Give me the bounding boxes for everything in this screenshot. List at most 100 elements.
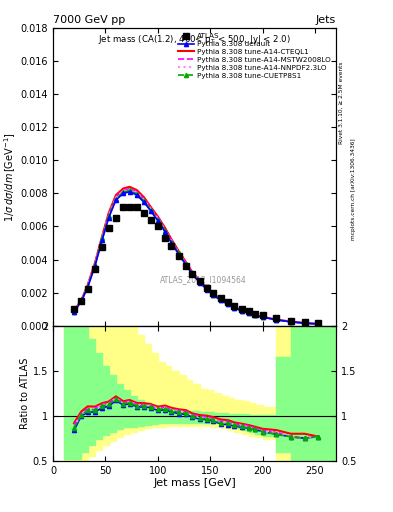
Pythia 8.308 tune-A14-MSTW2008LO bbox=[274, 316, 279, 323]
Y-axis label: Ratio to ATLAS: Ratio to ATLAS bbox=[20, 357, 30, 429]
Pythia 8.308 tune-A14-CTEQL1 bbox=[106, 210, 111, 216]
Pythia 8.308 default bbox=[197, 280, 202, 286]
ATLAS bbox=[232, 303, 237, 309]
Pythia 8.308 default bbox=[316, 321, 321, 327]
Pythia 8.308 tune-A14-CTEQL1 bbox=[127, 184, 132, 190]
Line: Pythia 8.308 tune-CUETP8S1: Pythia 8.308 tune-CUETP8S1 bbox=[72, 188, 320, 326]
Pythia 8.308 tune-A14-MSTW2008LO bbox=[114, 194, 118, 200]
Pythia 8.308 tune-CUETP8S1 bbox=[274, 317, 279, 323]
Pythia 8.308 tune-A14-CTEQL1 bbox=[260, 314, 265, 320]
Pythia 8.308 tune-A14-MSTW2008LO bbox=[148, 205, 153, 211]
Pythia 8.308 tune-CUETP8S1 bbox=[205, 286, 209, 292]
Pythia 8.308 tune-A14-CTEQL1 bbox=[85, 282, 90, 288]
Pythia 8.308 tune-A14-MSTW2008LO bbox=[316, 321, 321, 327]
Pythia 8.308 tune-A14-NNPDF2.3LO bbox=[205, 286, 209, 292]
Line: Pythia 8.308 tune-A14-NNPDF2.3LO: Pythia 8.308 tune-A14-NNPDF2.3LO bbox=[74, 189, 318, 324]
Text: 7000 GeV pp: 7000 GeV pp bbox=[53, 14, 125, 25]
Pythia 8.308 tune-A14-MSTW2008LO bbox=[72, 308, 76, 314]
Text: mcplots.cern.ch [arXiv:1306.3436]: mcplots.cern.ch [arXiv:1306.3436] bbox=[351, 139, 356, 240]
Pythia 8.308 tune-A14-NNPDF2.3LO bbox=[253, 312, 258, 318]
Pythia 8.308 tune-A14-CTEQL1 bbox=[134, 187, 139, 193]
ATLAS bbox=[316, 321, 321, 327]
Pythia 8.308 tune-A14-NNPDF2.3LO bbox=[232, 305, 237, 311]
Pythia 8.308 tune-A14-NNPDF2.3LO bbox=[211, 292, 216, 298]
Pythia 8.308 tune-CUETP8S1 bbox=[93, 262, 97, 268]
Pythia 8.308 tune-A14-CTEQL1 bbox=[219, 296, 223, 302]
Pythia 8.308 default bbox=[260, 314, 265, 320]
Pythia 8.308 tune-CUETP8S1 bbox=[302, 320, 307, 326]
Pythia 8.308 tune-A14-NNPDF2.3LO bbox=[134, 189, 139, 196]
Pythia 8.308 tune-CUETP8S1 bbox=[288, 319, 293, 325]
Pythia 8.308 tune-A14-CTEQL1 bbox=[211, 291, 216, 297]
ATLAS bbox=[100, 244, 105, 250]
ATLAS bbox=[85, 286, 90, 292]
Pythia 8.308 tune-A14-MSTW2008LO bbox=[232, 304, 237, 310]
Pythia 8.308 tune-A14-CTEQL1 bbox=[302, 320, 307, 326]
Pythia 8.308 tune-A14-MSTW2008LO bbox=[127, 185, 132, 191]
Pythia 8.308 default bbox=[176, 251, 181, 258]
Pythia 8.308 tune-A14-NNPDF2.3LO bbox=[274, 316, 279, 323]
Pythia 8.308 tune-CUETP8S1 bbox=[197, 279, 202, 285]
Pythia 8.308 tune-A14-CTEQL1 bbox=[197, 278, 202, 284]
ATLAS bbox=[211, 290, 216, 296]
Pythia 8.308 default bbox=[121, 190, 126, 197]
Pythia 8.308 tune-CUETP8S1 bbox=[247, 310, 252, 316]
Pythia 8.308 tune-CUETP8S1 bbox=[142, 198, 147, 204]
Pythia 8.308 tune-CUETP8S1 bbox=[176, 250, 181, 257]
ATLAS bbox=[134, 204, 139, 210]
Pythia 8.308 tune-A14-CTEQL1 bbox=[148, 204, 153, 210]
Pythia 8.308 tune-A14-NNPDF2.3LO bbox=[163, 227, 167, 233]
ATLAS bbox=[288, 317, 293, 324]
Pythia 8.308 tune-CUETP8S1 bbox=[169, 239, 174, 245]
Pythia 8.308 tune-A14-NNPDF2.3LO bbox=[239, 308, 244, 314]
Pythia 8.308 default bbox=[114, 197, 118, 203]
Text: Jet mass (CA(1.2), 400< p$_\mathrm{T}$ < 500, |y| < 2.0): Jet mass (CA(1.2), 400< p$_\mathrm{T}$ <… bbox=[98, 33, 291, 46]
Pythia 8.308 tune-CUETP8S1 bbox=[156, 217, 160, 223]
Pythia 8.308 tune-CUETP8S1 bbox=[163, 228, 167, 234]
Pythia 8.308 tune-CUETP8S1 bbox=[114, 196, 118, 202]
ATLAS bbox=[169, 243, 174, 249]
Pythia 8.308 tune-CUETP8S1 bbox=[260, 314, 265, 320]
Pythia 8.308 tune-A14-CTEQL1 bbox=[274, 316, 279, 323]
Pythia 8.308 tune-A14-NNPDF2.3LO bbox=[176, 250, 181, 256]
Text: ATLAS_2012_I1094564: ATLAS_2012_I1094564 bbox=[160, 275, 246, 284]
Pythia 8.308 tune-CUETP8S1 bbox=[134, 190, 139, 197]
Pythia 8.308 tune-CUETP8S1 bbox=[106, 213, 111, 219]
ATLAS bbox=[127, 204, 132, 210]
Pythia 8.308 default bbox=[205, 287, 209, 293]
Pythia 8.308 tune-A14-MSTW2008LO bbox=[219, 296, 223, 303]
Pythia 8.308 default bbox=[134, 192, 139, 198]
Pythia 8.308 tune-A14-MSTW2008LO bbox=[302, 320, 307, 326]
Pythia 8.308 tune-A14-CTEQL1 bbox=[79, 297, 84, 303]
Pythia 8.308 tune-A14-MSTW2008LO bbox=[247, 310, 252, 316]
Pythia 8.308 tune-A14-MSTW2008LO bbox=[184, 260, 189, 266]
Legend: ATLAS, Pythia 8.308 default, Pythia 8.308 tune-A14-CTEQL1, Pythia 8.308 tune-A14: ATLAS, Pythia 8.308 default, Pythia 8.30… bbox=[177, 32, 332, 80]
Pythia 8.308 default bbox=[163, 229, 167, 236]
Pythia 8.308 tune-A14-NNPDF2.3LO bbox=[316, 321, 321, 327]
Line: ATLAS: ATLAS bbox=[71, 204, 321, 326]
Pythia 8.308 tune-A14-NNPDF2.3LO bbox=[85, 283, 90, 289]
ATLAS bbox=[226, 299, 230, 305]
Pythia 8.308 tune-A14-MSTW2008LO bbox=[176, 249, 181, 255]
ATLAS bbox=[274, 315, 279, 322]
Pythia 8.308 default bbox=[85, 285, 90, 291]
Pythia 8.308 tune-A14-NNPDF2.3LO bbox=[184, 261, 189, 267]
Pythia 8.308 tune-A14-MSTW2008LO bbox=[106, 211, 111, 218]
Pythia 8.308 tune-A14-NNPDF2.3LO bbox=[197, 279, 202, 285]
Pythia 8.308 tune-A14-CTEQL1 bbox=[239, 307, 244, 313]
Pythia 8.308 default bbox=[302, 320, 307, 326]
Pythia 8.308 tune-A14-MSTW2008LO bbox=[100, 233, 105, 240]
Pythia 8.308 default bbox=[72, 309, 76, 315]
Pythia 8.308 tune-CUETP8S1 bbox=[190, 271, 195, 277]
Pythia 8.308 default bbox=[142, 199, 147, 205]
Pythia 8.308 tune-A14-CTEQL1 bbox=[100, 232, 105, 239]
Pythia 8.308 tune-A14-CTEQL1 bbox=[93, 260, 97, 266]
Pythia 8.308 tune-A14-NNPDF2.3LO bbox=[226, 301, 230, 307]
Pythia 8.308 tune-A14-MSTW2008LO bbox=[93, 261, 97, 267]
Pythia 8.308 tune-A14-MSTW2008LO bbox=[79, 297, 84, 304]
Pythia 8.308 default bbox=[106, 215, 111, 221]
Text: Jets: Jets bbox=[316, 14, 336, 25]
ATLAS bbox=[114, 215, 118, 221]
ATLAS bbox=[142, 210, 147, 216]
ATLAS bbox=[148, 217, 153, 223]
